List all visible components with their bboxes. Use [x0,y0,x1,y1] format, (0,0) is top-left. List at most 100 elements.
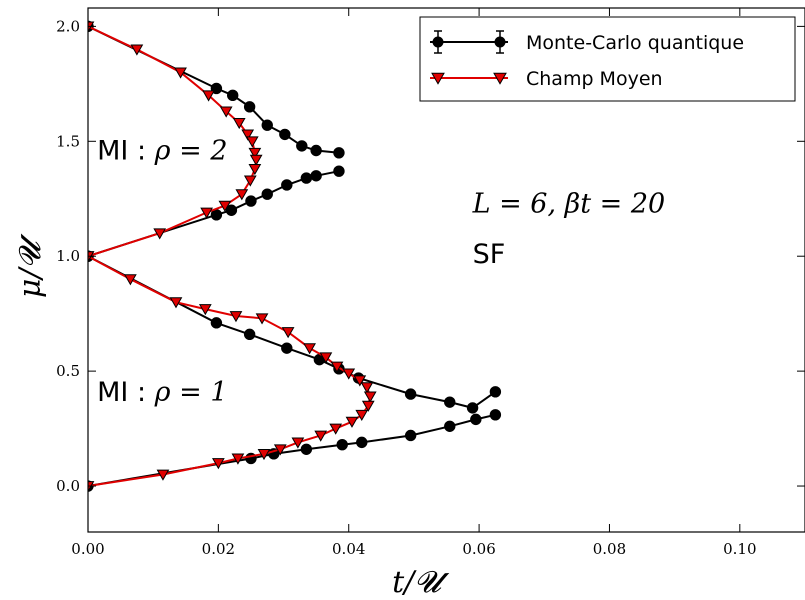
data-point [243,101,256,113]
y-tick-label: 0.5 [56,362,80,380]
data-point [296,140,308,152]
data-point [243,328,256,341]
data-point [229,311,243,323]
legend-box [419,16,796,102]
annotation-math: ρ = 1 [154,377,228,408]
data-point [281,342,293,354]
y-tick-label: 1.0 [56,247,80,265]
y-tick-label: 1.5 [56,132,80,150]
data-point [241,129,255,141]
data-point [466,402,479,414]
data-point [130,44,144,56]
data-point [356,436,368,449]
data-point [444,396,456,408]
x-tick-label: 0.06 [462,540,495,558]
data-point [225,204,238,216]
data-point [255,313,269,325]
legend-entry: Monte-Carlo quantique [430,30,744,54]
data-point [243,175,257,187]
data-point [329,423,343,435]
data-point [333,165,345,177]
series-line [88,413,496,487]
y-tick-label: 2.0 [56,17,80,35]
data-point [248,147,262,160]
data-point [202,90,215,102]
annotation-math: ρ = 2 [154,136,228,167]
data-point [273,444,287,456]
data-point [245,136,259,148]
legend-marker [493,72,507,85]
series-line [88,255,372,487]
data-point [314,430,328,442]
data-point [261,188,273,200]
data-point [404,388,417,400]
annotation-2: L = 6, βt = 20 [472,189,666,220]
legend-label: Champ Moyen [526,68,663,90]
data-point [363,391,377,403]
data-point [212,458,225,470]
data-point [245,195,257,207]
data-point [444,420,456,432]
data-point [300,172,313,184]
x-axis-label: t/𝓤 [392,565,450,600]
annotation-text: MI : [97,136,155,167]
annotation-3: SF [473,239,506,270]
data-point [310,144,322,157]
data-point [198,304,212,316]
annotation-1: MI : ρ = 1 [97,377,227,408]
x-tick-label: 0.02 [202,540,235,558]
data-point [174,67,187,79]
data-point [319,352,333,364]
data-point [232,118,246,130]
data-point [345,416,359,428]
series-champ-moyen [88,21,377,493]
data-point [261,119,273,131]
data-point [281,327,295,339]
x-tick-label: 0.10 [723,540,756,558]
data-point [330,361,344,373]
annotation-text: MI : [97,377,155,408]
data-point [404,429,417,442]
annotation-math: L = 6, βt = 20 [472,189,666,220]
data-point [360,382,374,394]
data-point [124,274,137,286]
data-point [200,207,213,219]
data-point [153,228,167,240]
data-point [342,368,356,380]
data-point [291,437,305,449]
data-point [489,386,502,398]
data-point [248,163,262,176]
axes-frame [87,7,805,533]
data-point [257,448,271,461]
data-point [303,343,316,355]
data-point [333,147,345,159]
axes: 0.00 0.02 0.04 0.06 0.08 0.10 0.0 0.5 1.0 1.5 2.0 t… [13,7,805,600]
data-point [210,317,223,329]
data-point [336,438,348,451]
legend: Monte-Carlo quantique Champ Moyen [419,16,796,102]
data-point [218,200,232,212]
data-point [355,409,369,422]
legend-label: Monte-Carlo quantique [526,32,744,54]
x-tick-label: 0.08 [593,540,626,558]
annotation-0: MI : ρ = 2 [97,136,227,167]
data-point [281,179,293,191]
x-tick-label: 0.00 [71,540,104,558]
y-axis-label: μ/𝓤 [13,232,48,298]
data-point [353,375,367,387]
y-tick-label: 0.0 [56,477,80,495]
data-point [361,400,375,412]
data-point [169,297,183,309]
data-point [235,189,249,201]
data-point [300,443,313,455]
data-point [310,170,322,182]
data-point [156,469,170,481]
legend-entry: Champ Moyen [430,68,663,90]
data-point [279,128,291,141]
data-point [470,413,482,426]
data-point [219,106,233,118]
x-tick-label: 0.04 [332,540,365,558]
data-point [249,154,263,166]
